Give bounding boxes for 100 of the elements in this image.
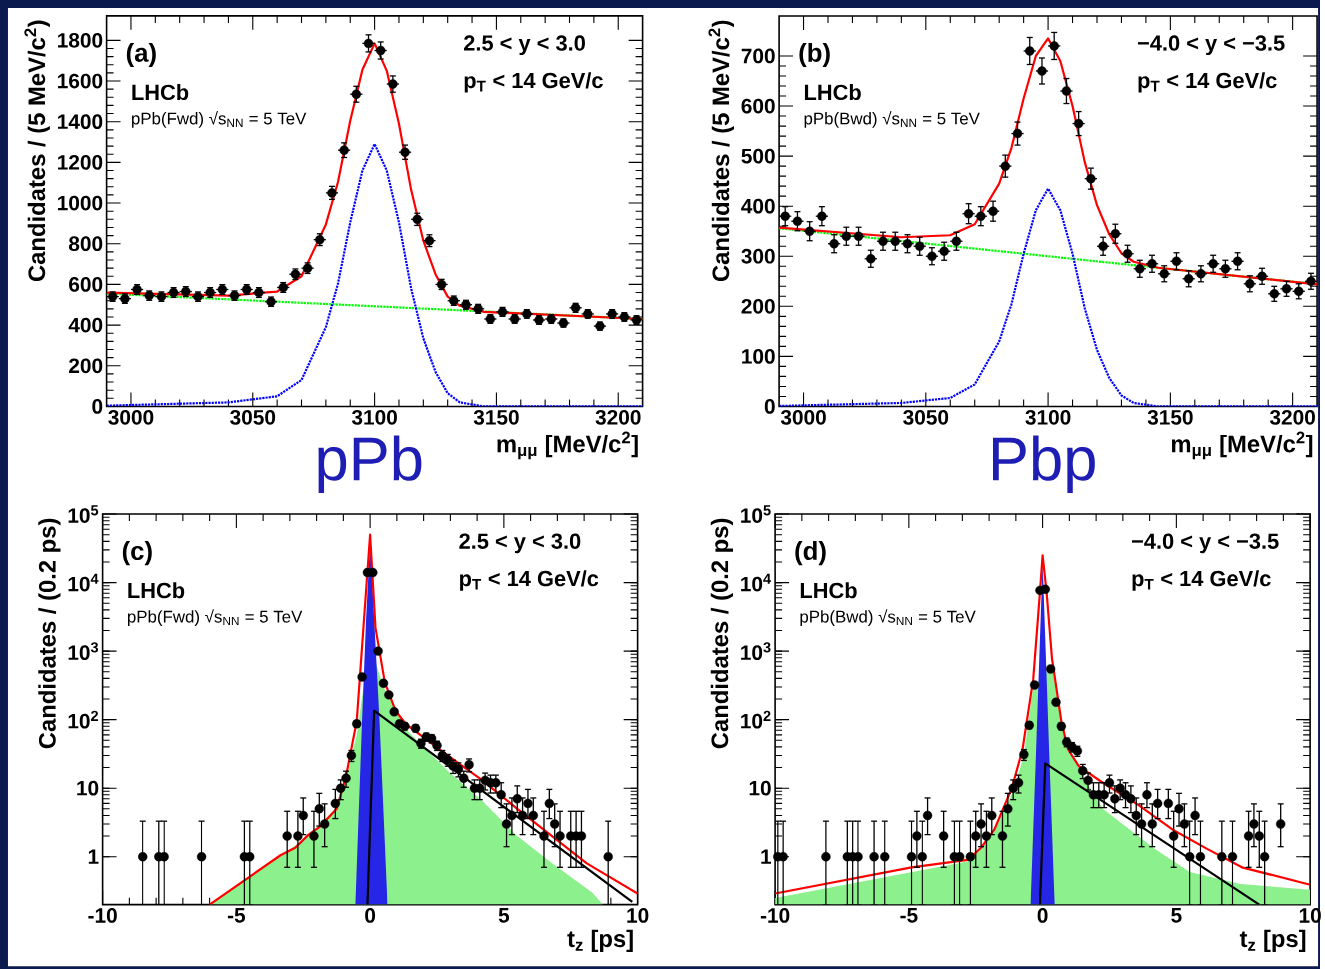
x-tick-label: -10 (88, 907, 117, 923)
y-axis-title: Candidates / (5 MeV/c$^{2}$) (24, 20, 50, 281)
point (550, 819, 560, 829)
x-tick-label: 3050 (903, 409, 949, 425)
y-tick-label: 1200 (58, 154, 103, 170)
annotation: p$_{T}$ < 14 GeV/c (1132, 570, 1271, 591)
point (1135, 263, 1145, 274)
point (319, 819, 330, 829)
annotation: −4.0 < y < −3.5 (1137, 35, 1285, 55)
annotation: pPb(Fwd) √s$_{NN}$ = 5 TeV (127, 608, 303, 626)
y-tick-label: 1400 (58, 114, 103, 129)
y-tick-label: 10$^{3}$ (741, 642, 771, 660)
y-tick-label: 200 (741, 298, 775, 314)
y-tick-label: 300 (741, 248, 775, 264)
y-tick-label: 10$^{2}$ (741, 710, 771, 729)
annotation: p$_{T}$ < 14 GeV/c (464, 71, 603, 93)
point (1049, 41, 1059, 51)
x-tick-label: -10 (760, 907, 790, 923)
x-tick-label: 3100 (351, 409, 397, 425)
annotation: (b) (799, 42, 830, 67)
point (501, 819, 512, 829)
point (539, 831, 549, 841)
annotation: pPb(Fwd) √s$_{NN}$ = 5 TeV (132, 110, 307, 128)
point (1147, 258, 1157, 269)
annotation: p$_{T}$ < 14 GeV/c (460, 570, 599, 591)
x-tick-label: 3150 (1147, 409, 1193, 425)
y-axis-title: Candidates / (0.2 ps) (710, 518, 733, 749)
point (528, 810, 538, 820)
annotation: 2.5 < y < 3.0 (464, 35, 585, 55)
text: pPb (318, 435, 422, 493)
point (388, 79, 398, 89)
x-axis-title: m$_{μμ}$ [MeV/c$^{2}$] (1171, 431, 1313, 460)
y-tick-label: 1600 (58, 73, 103, 89)
annotation: LHCb (804, 83, 861, 100)
x-tick-label: 3000 (780, 409, 826, 425)
annotation: pPb(Bwd) √s$_{NN}$ = 5 TeV (804, 110, 980, 128)
point (357, 672, 367, 682)
point (282, 831, 292, 841)
y-tick-label: 10$^{5}$ (68, 505, 99, 523)
y-tick-label: 10$^{3}$ (68, 642, 99, 660)
point (1061, 86, 1072, 96)
point (1306, 276, 1316, 286)
point (378, 678, 389, 688)
point (517, 810, 528, 820)
line-series (779, 187, 1318, 407)
x-axis-title: t$_{z}$ [ps] (1239, 929, 1306, 952)
point (829, 238, 839, 249)
point (496, 789, 506, 800)
point (555, 831, 565, 841)
point (603, 851, 613, 862)
point (988, 206, 998, 216)
y-tick-label: 600 (69, 276, 103, 292)
annotation: (d) (795, 540, 826, 565)
point (373, 646, 383, 656)
annotation: pPb(Bwd) √s$_{NN}$ = 5 TeV (800, 608, 976, 626)
point (817, 211, 827, 221)
x-tick-label: 3000 (108, 409, 154, 425)
point (1159, 268, 1169, 279)
x-tick-label: 0 (365, 907, 376, 923)
annotation: −4.0 < y < −3.5 (1131, 533, 1279, 554)
y-tick-label: 700 (741, 48, 775, 64)
y-tick-label: 400 (741, 198, 775, 214)
point (544, 798, 555, 808)
x-tick-label: -5 (900, 907, 918, 923)
annotation: LHCb (800, 582, 857, 599)
point (1000, 161, 1010, 171)
annotation: LHCb (128, 582, 185, 599)
point (1025, 46, 1035, 56)
y-tick-label: 100 (742, 348, 775, 364)
line-series (779, 37, 1318, 286)
point (1086, 173, 1096, 184)
x-tick-label: 3150 (473, 409, 519, 425)
x-tick-label: 0 (1037, 907, 1048, 923)
y-tick-label: 1 (88, 849, 99, 864)
y-tick-label: 10$^{5}$ (741, 505, 771, 523)
y-tick-label: 200 (69, 358, 103, 373)
point (351, 89, 362, 99)
point (1171, 256, 1182, 266)
point (1184, 273, 1194, 284)
point (1110, 228, 1121, 239)
point (138, 851, 148, 862)
y-tick-label: 600 (741, 98, 775, 114)
y-tick-label: 400 (68, 317, 103, 333)
point (1073, 118, 1084, 129)
y-tick-label: 500 (741, 148, 775, 164)
point (384, 690, 394, 700)
point (363, 38, 374, 48)
text: Pbp (993, 435, 1095, 493)
point (336, 783, 346, 793)
point (298, 810, 308, 820)
x-tick-label: 10 (627, 907, 649, 923)
point (1196, 268, 1206, 279)
x-tick-label: 5 (498, 907, 510, 923)
y-tick-label: 10 (77, 780, 99, 796)
annotation: p$_{T}$ < 14 GeV/c (1138, 71, 1277, 93)
point (309, 831, 319, 841)
point (314, 803, 324, 814)
x-axis-title: t$_{z}$ [ps] (567, 929, 633, 952)
point (196, 851, 207, 862)
x-axis-title: m$_{μμ}$ [MeV/c$^{2}$] (497, 431, 638, 460)
